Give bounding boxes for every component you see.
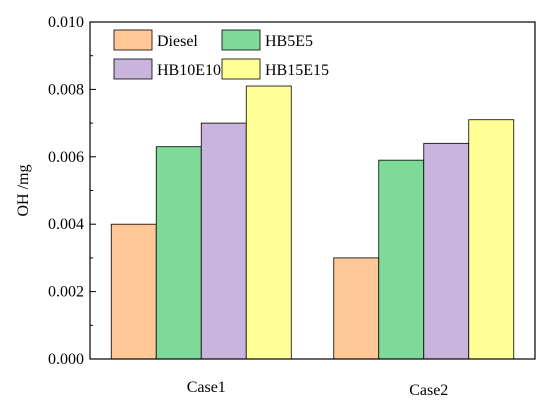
legend-label-hb15e15: HB15E15 [265, 62, 329, 79]
y-axis: 0.000 0.002 0.004 0.006 0.008 0.010 [48, 14, 96, 368]
legend-label-diesel: Diesel [157, 33, 198, 50]
x-axis: Case1 Case2 [187, 379, 449, 399]
y-tick-label: 0.004 [48, 216, 84, 233]
legend-swatch-hb10e10 [113, 58, 153, 80]
legend-swatch-diesel [113, 29, 153, 51]
legend-label-hb10e10: HB10E10 [157, 62, 221, 79]
y-tick-label: 0.006 [48, 149, 84, 166]
bar-diesel-case1 [110, 223, 157, 360]
legend-swatch-hb15e15 [221, 58, 261, 80]
legend-swatch-hb5e5 [221, 29, 261, 51]
bar-hb5e5-case1 [155, 146, 202, 360]
y-tick-label: 0.000 [48, 351, 84, 368]
y-axis-label: OH /mg [15, 165, 32, 217]
bar-hb5e5-case2 [378, 159, 425, 360]
y-tick-label: 0.010 [48, 14, 84, 31]
bar-hb10e10-case2 [423, 142, 470, 360]
x-tick-label: Case1 [187, 379, 226, 396]
bar-hb10e10-case1 [200, 122, 247, 360]
x-tick-label: Case2 [409, 382, 448, 399]
bar-diesel-case2 [333, 257, 380, 360]
legend-label-hb5e5: HB5E5 [265, 33, 313, 50]
bars-group [110, 85, 515, 360]
y-tick-label: 0.002 [48, 284, 84, 301]
legend: Diesel HB5E5 HB10E10 HB15E15 [113, 29, 329, 80]
bar-hb15e15-case1 [245, 85, 292, 360]
bar-hb15e15-case2 [468, 119, 515, 360]
y-tick-label: 0.008 [48, 81, 84, 98]
